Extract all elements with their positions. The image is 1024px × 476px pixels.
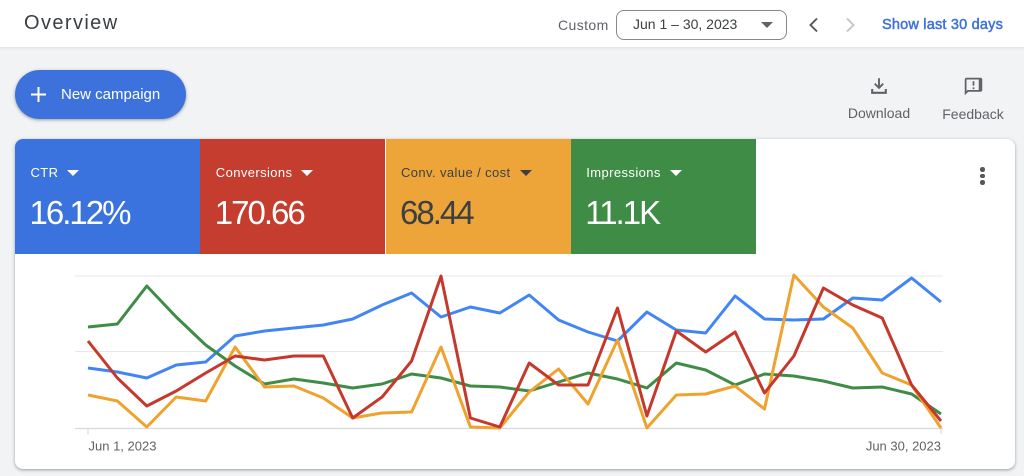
svg-text:Jun 30, 2023: Jun 30, 2023 bbox=[866, 439, 941, 454]
svg-text:Jun 1, 2023: Jun 1, 2023 bbox=[89, 439, 157, 454]
